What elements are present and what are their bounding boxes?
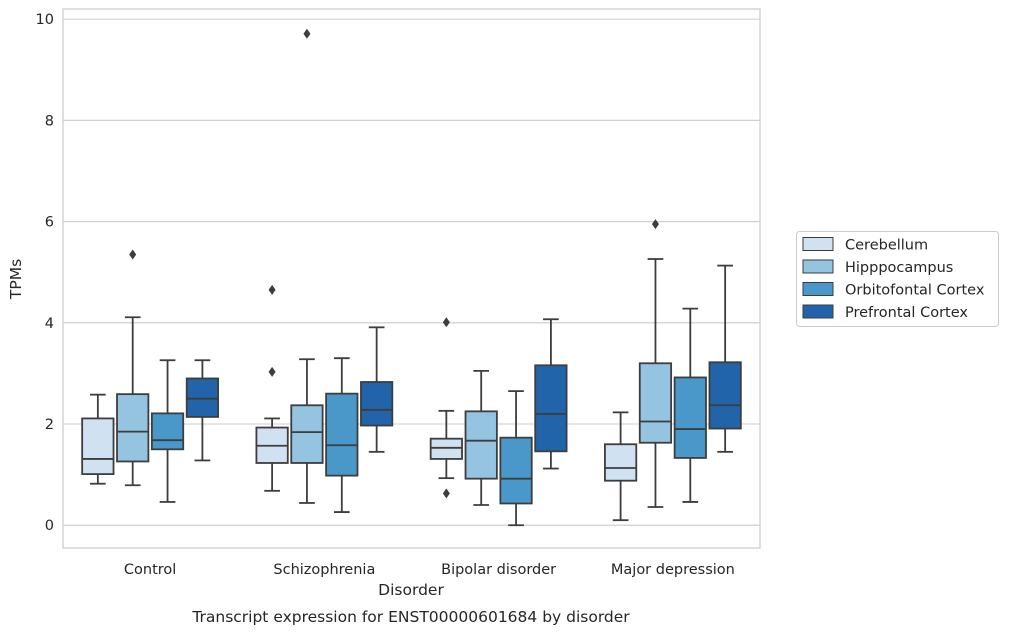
box-2-3 — [534, 318, 568, 470]
box-body — [150, 412, 185, 451]
x-tick-label: Bipolar disorder — [441, 562, 556, 578]
legend-label: Orbitofontal Cortex — [845, 283, 985, 299]
outlier-point — [442, 317, 450, 328]
box-body — [429, 437, 463, 460]
box-1-2 — [325, 357, 359, 513]
box-0-3 — [185, 359, 219, 462]
box-0-2 — [150, 359, 185, 503]
box-2-1 — [464, 369, 498, 506]
x-tick-label: Schizophrenia — [273, 562, 375, 578]
y-axis-label: TPMs — [7, 259, 25, 300]
chart-caption: Transcript expression for ENST0000060168… — [191, 608, 630, 626]
y-tick-label: 8 — [45, 113, 54, 129]
outlier-point — [268, 284, 276, 295]
y-tick-label: 10 — [36, 12, 54, 28]
boxes — [81, 28, 742, 527]
box-2-2 — [499, 390, 533, 527]
box-1-3 — [360, 326, 394, 453]
box-body — [708, 361, 742, 430]
box-body — [499, 436, 533, 505]
box-body — [360, 381, 394, 427]
x-tick-label: Control — [124, 562, 176, 578]
box-body — [534, 364, 568, 453]
legend-label: Cerebellum — [845, 238, 928, 254]
box-3-0 — [604, 411, 638, 522]
plot-area — [62, 8, 761, 549]
y-tick-label: 2 — [45, 417, 54, 433]
box-1-0 — [255, 284, 289, 492]
y-tick-label: 6 — [45, 215, 54, 231]
outlier-point — [129, 249, 137, 260]
y-tick-label: 4 — [45, 316, 54, 332]
box-body — [81, 417, 115, 476]
legend-swatch — [802, 304, 834, 319]
box-body — [604, 443, 638, 482]
box-1-1 — [290, 28, 324, 504]
legend-swatch — [802, 282, 834, 296]
y-tick-labels: 0 2 4 6 8 10 — [36, 12, 54, 534]
x-axis-label: Disorder — [378, 581, 444, 599]
legend-frame — [796, 231, 999, 327]
box-2-0 — [429, 317, 463, 499]
box-body — [116, 393, 150, 463]
box-body — [638, 362, 673, 444]
outlier-point — [651, 219, 659, 230]
box-3-2 — [673, 307, 707, 503]
legend-swatch — [802, 259, 834, 274]
box-0-1 — [116, 249, 150, 487]
box-3-3 — [708, 264, 742, 453]
y-tick-label: 0 — [45, 518, 54, 534]
legend-swatch — [802, 237, 834, 251]
outlier-point — [303, 28, 311, 39]
x-tick-labels: Control Schizophrenia Bipolar disorder Majo… — [124, 562, 735, 578]
outlier-point — [442, 488, 450, 499]
box-3-1 — [638, 219, 673, 508]
box-body — [673, 376, 707, 459]
box-body — [325, 392, 359, 477]
box-body — [290, 404, 324, 464]
legend-items: Cerebellum Hipppocampus Orbitofontal Corte… — [802, 237, 985, 321]
box-0-0 — [81, 393, 115, 485]
x-tick-label: Major depression — [611, 562, 735, 578]
box-body — [464, 410, 498, 480]
legend-label: Prefrontal Cortex — [845, 305, 968, 321]
legend: Cerebellum Hipppocampus Orbitofontal Corte… — [796, 231, 999, 327]
box-body — [185, 377, 219, 418]
outlier-point — [268, 366, 276, 377]
legend-label: Hipppocampus — [845, 260, 953, 276]
